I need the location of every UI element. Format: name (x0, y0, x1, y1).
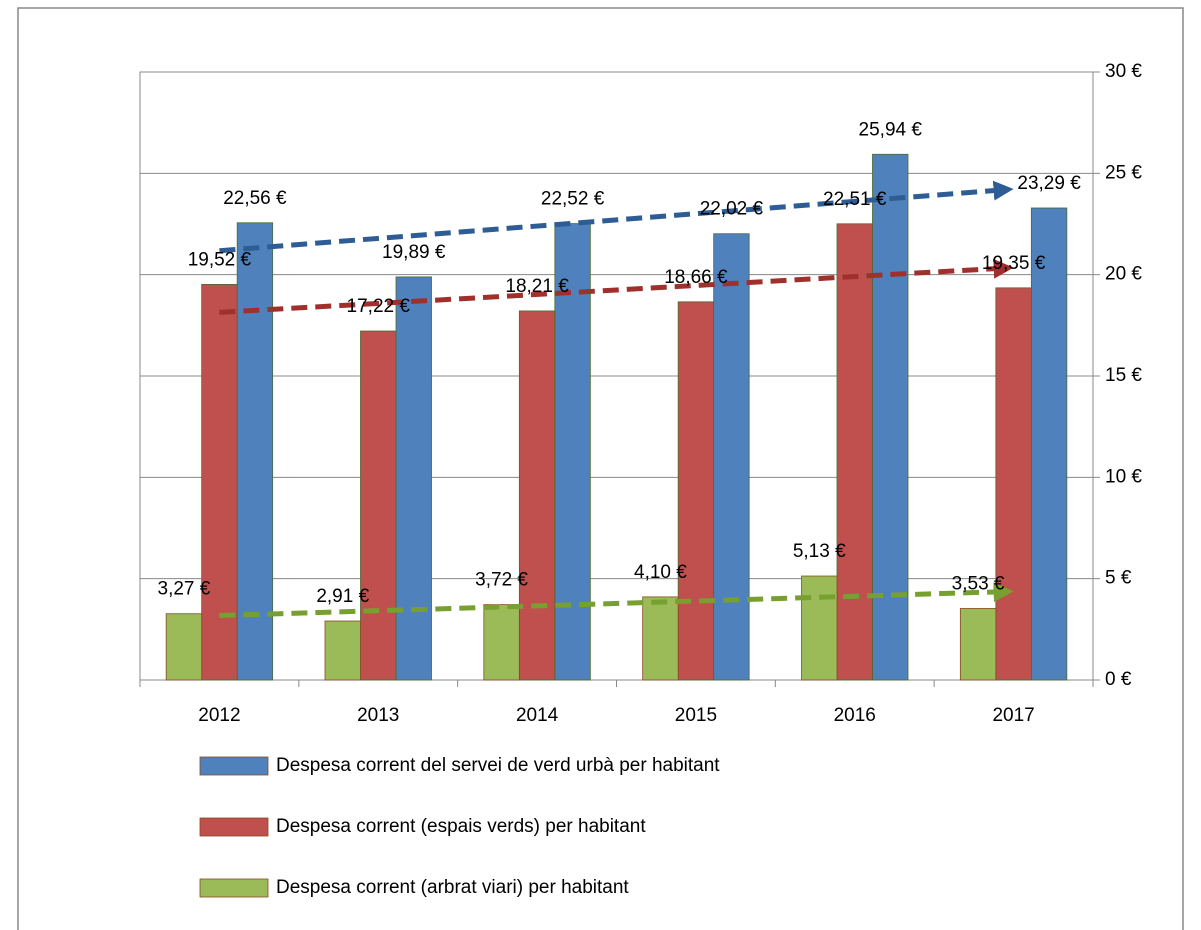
value-label: 18,66 € (664, 267, 728, 288)
value-label: 17,22 € (347, 296, 411, 317)
y-tick-label: 10 € (1105, 466, 1142, 487)
bar (483, 604, 520, 681)
x-tick-label: 2013 (357, 705, 399, 726)
y-tick-label: 30 € (1105, 61, 1142, 82)
value-label: 22,02 € (700, 199, 764, 220)
bar (642, 596, 679, 681)
legend-swatch (199, 817, 269, 837)
value-label: 25,94 € (859, 119, 923, 140)
trendline (219, 180, 1014, 254)
legend-swatch (199, 756, 269, 776)
y-tick-label: 5 € (1105, 568, 1132, 589)
bar (395, 276, 432, 681)
bar (165, 613, 203, 681)
value-label: 18,21 € (505, 276, 569, 297)
legend-label: Despesa corrent (arbrat viari) per habit… (276, 877, 629, 898)
bar (201, 283, 238, 681)
value-label: 3,53 € (952, 573, 1005, 594)
value-label: 4,10 € (634, 562, 687, 583)
bar (713, 233, 750, 681)
value-label: 19,89 € (382, 242, 446, 263)
bar (677, 301, 715, 681)
legend-label: Despesa corrent (espais verds) per habit… (276, 816, 646, 837)
bar (872, 153, 909, 681)
bar (1030, 207, 1068, 681)
y-tick-label: 15 € (1105, 365, 1142, 386)
value-label: 19,35 € (982, 253, 1046, 274)
trendline (219, 258, 1014, 315)
y-tick-label: 25 € (1105, 162, 1142, 183)
bar (324, 620, 361, 681)
bar (959, 608, 997, 681)
value-label: 5,13 € (793, 541, 846, 562)
legend-label: Despesa corrent del servei de verd urbà … (276, 755, 720, 776)
bar (518, 310, 556, 681)
value-label: 3,72 € (475, 570, 528, 591)
bar (995, 287, 1032, 681)
value-label: 23,29 € (1017, 173, 1081, 194)
value-label: 22,56 € (223, 188, 287, 209)
value-label: 3,27 € (158, 579, 211, 600)
bar (360, 330, 397, 681)
bar (836, 223, 873, 681)
bar (801, 575, 838, 681)
x-tick-label: 2015 (675, 705, 717, 726)
value-label: 19,52 € (188, 249, 252, 270)
x-tick-label: 2014 (516, 705, 559, 726)
y-tick-label: 20 € (1105, 264, 1142, 285)
y-tick-label: 0 € (1105, 669, 1132, 690)
value-label: 22,52 € (541, 189, 605, 210)
x-tick-label: 2017 (992, 705, 1034, 726)
trendline (219, 581, 1014, 619)
value-label: 22,51 € (823, 189, 887, 210)
value-label: 2,91 € (316, 586, 369, 607)
chart-frame (17, 7, 1184, 930)
bar (236, 222, 274, 681)
legend-swatch (199, 878, 269, 898)
x-tick-label: 2016 (834, 705, 876, 726)
x-tick-label: 2012 (198, 705, 240, 726)
